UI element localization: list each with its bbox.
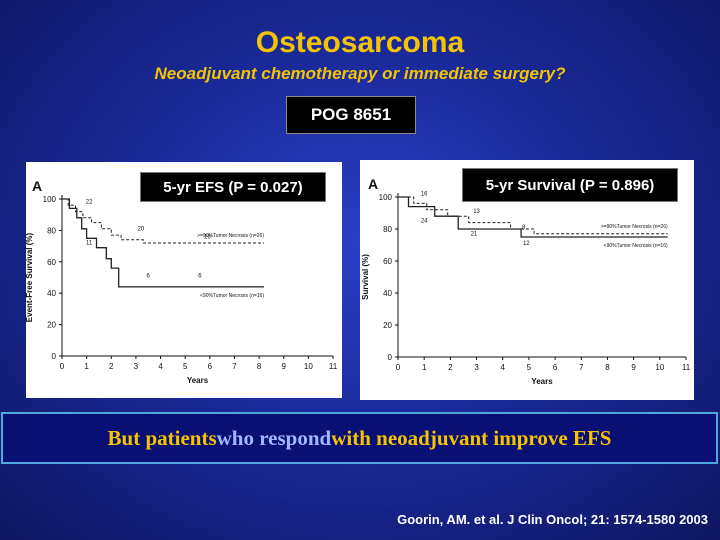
at-risk-label: 11 (86, 241, 93, 247)
panel-label: A (32, 178, 42, 194)
slide-subtitle: Neoadjuvant chemotherapy or immediate su… (154, 64, 566, 83)
banner-text-part3: with neoadjuvant improve EFS (331, 425, 612, 450)
y-tick-label: 60 (47, 258, 56, 267)
at-risk-label: 16 (421, 191, 428, 197)
efs-chart: A 0 20 40 60 80 100 0 1 2 3 4 5 6 7 8 9 10 11 Years Event-Fr… (26, 178, 338, 385)
x-tick-label: 11 (329, 362, 338, 371)
series-line-2 (62, 198, 264, 288)
x-tick-label: 3 (474, 363, 479, 372)
x-tick-label: 1 (84, 362, 89, 371)
x-tick-label: 9 (631, 363, 636, 372)
at-risk-label: 20 (137, 226, 144, 232)
slide-title: Osteosarcoma (255, 26, 465, 59)
y-tick-label: 40 (47, 289, 56, 298)
banner-text-part1: But patients (107, 425, 217, 450)
x-tick-label: 7 (579, 363, 584, 372)
survival-stat-box: 5-yr Survival (P = 0.896) (462, 168, 678, 202)
y-tick-label: 20 (47, 321, 56, 330)
y-tick-label: 0 (52, 352, 57, 361)
at-risk-label: 13 (473, 209, 480, 215)
x-tick-label: 11 (682, 363, 691, 372)
y-tick-label: 100 (43, 195, 57, 204)
x-tick-label: 10 (655, 363, 664, 372)
y-tick-label: 80 (47, 226, 56, 235)
x-tick-label: 8 (257, 362, 262, 371)
panel-label: A (368, 176, 378, 192)
at-risk-label: 8 (522, 225, 526, 231)
x-tick-label: 0 (60, 362, 65, 371)
series-legend-label: <90%Tumor Necrosis (n=16) (200, 293, 264, 299)
x-tick-label: 10 (304, 362, 313, 371)
series-legend-label: >=90%Tumor Necrosis (n=26) (197, 233, 264, 239)
y-tick-label: 20 (383, 321, 392, 330)
y-axis-label: Survival (%) (361, 254, 370, 300)
x-tick-label: 7 (232, 362, 237, 371)
x-tick-label: 5 (527, 363, 532, 372)
y-axis-label: Event-Free Survival (%) (26, 232, 34, 322)
series-legend-label: >=90%Tumor Necrosis (n=26) (601, 224, 668, 230)
y-tick-label: 0 (388, 353, 393, 362)
y-tick-label: 100 (379, 193, 393, 202)
x-tick-label: 6 (208, 362, 213, 371)
x-tick-label: 5 (183, 362, 188, 371)
at-risk-label: 16 (204, 234, 211, 240)
x-tick-label: 1 (422, 363, 427, 372)
x-axis-label: Years (531, 377, 553, 386)
x-tick-label: 2 (448, 363, 453, 372)
at-risk-label: 6 (198, 274, 202, 280)
y-tick-label: 40 (383, 289, 392, 298)
x-tick-label: 3 (134, 362, 139, 371)
at-risk-label: 21 (471, 231, 478, 237)
at-risk-label: 12 (523, 241, 530, 247)
x-tick-label: 4 (158, 362, 163, 371)
series-line-2 (398, 196, 668, 238)
at-risk-label: 24 (421, 219, 428, 225)
x-tick-label: 9 (282, 362, 287, 371)
series-legend-label: <90%Tumor Necrosis (n=16) (604, 243, 668, 249)
x-tick-label: 8 (605, 363, 610, 372)
x-tick-label: 2 (109, 362, 114, 371)
x-tick-label: 4 (501, 363, 506, 372)
x-axis-label: Years (187, 376, 209, 385)
efs-stat-box: 5-yr EFS (P = 0.027) (140, 172, 326, 202)
conclusion-banner: But patients who respond with neoadjuvan… (1, 412, 718, 464)
at-risk-label: 6 (147, 274, 151, 280)
x-tick-label: 0 (396, 363, 401, 372)
y-tick-label: 60 (383, 257, 392, 266)
banner-text-highlight: who respond (216, 425, 332, 450)
study-label: POG 8651 (286, 96, 416, 134)
x-tick-label: 6 (553, 363, 558, 372)
y-tick-label: 80 (383, 225, 392, 234)
citation: Goorin, AM. et al. J Clin Oncol; 21: 157… (397, 512, 708, 527)
at-risk-label: 22 (86, 200, 93, 206)
